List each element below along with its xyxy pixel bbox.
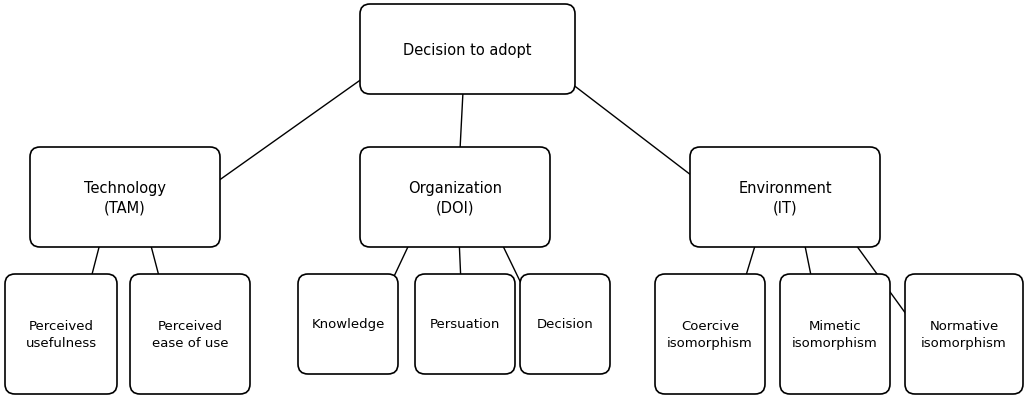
Text: Perceived
usefulness: Perceived usefulness — [26, 319, 96, 349]
Text: Coercive
isomorphism: Coercive isomorphism — [667, 319, 753, 349]
FancyBboxPatch shape — [359, 5, 575, 95]
Text: Knowledge: Knowledge — [311, 318, 384, 331]
FancyBboxPatch shape — [130, 274, 250, 394]
FancyBboxPatch shape — [655, 274, 765, 394]
Text: Perceived
ease of use: Perceived ease of use — [151, 319, 228, 349]
Text: Decision: Decision — [537, 318, 594, 331]
FancyBboxPatch shape — [359, 147, 550, 247]
FancyBboxPatch shape — [298, 274, 398, 374]
Text: Decision to adopt: Decision to adopt — [403, 43, 531, 57]
FancyBboxPatch shape — [780, 274, 890, 394]
Text: Persuation: Persuation — [430, 318, 500, 331]
Text: Mimetic
isomorphism: Mimetic isomorphism — [793, 319, 877, 349]
FancyBboxPatch shape — [30, 147, 220, 247]
FancyBboxPatch shape — [415, 274, 515, 374]
FancyBboxPatch shape — [690, 147, 880, 247]
FancyBboxPatch shape — [520, 274, 610, 374]
Text: Technology
(TAM): Technology (TAM) — [84, 180, 166, 215]
Text: Organization
(DOI): Organization (DOI) — [408, 180, 502, 215]
FancyBboxPatch shape — [905, 274, 1023, 394]
Text: Normative
isomorphism: Normative isomorphism — [921, 319, 1007, 349]
Text: Environment
(IT): Environment (IT) — [739, 180, 832, 215]
FancyBboxPatch shape — [5, 274, 117, 394]
